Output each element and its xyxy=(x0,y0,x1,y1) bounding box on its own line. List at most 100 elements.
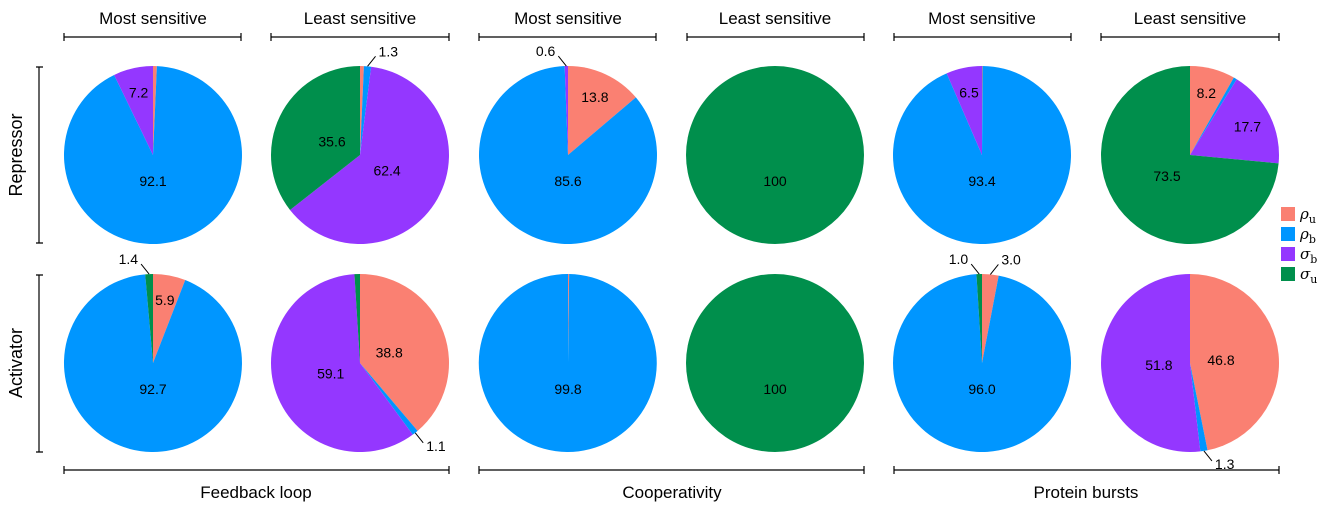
pie-slice xyxy=(153,66,157,155)
data-label: 8.2 xyxy=(1197,85,1217,101)
legend-label: σu xyxy=(1300,265,1317,286)
pie-slice xyxy=(114,66,153,155)
pies: 92.1 7.2 1.3 62.4 35.6 13.8 85.6 0.6 100 93.4 6.5 8… xyxy=(63,43,1280,472)
data-label: 35.6 xyxy=(318,133,345,149)
data-label: 1.1 xyxy=(426,438,446,454)
pie-slice xyxy=(976,274,982,363)
pie-slice xyxy=(354,274,360,363)
pie: 13.8 85.6 0.6 xyxy=(479,43,658,244)
leader-line xyxy=(140,263,150,275)
pie-slice xyxy=(893,274,1072,453)
row-label-repressor: Repressor xyxy=(6,113,26,196)
row-brackets xyxy=(36,66,43,453)
data-label: 92.1 xyxy=(139,173,166,189)
column-bracket xyxy=(478,33,657,41)
leader-line xyxy=(414,432,424,444)
column-header: Most sensitive xyxy=(514,9,622,28)
group-label-cooperativity: Cooperativity xyxy=(622,483,722,502)
pie-slice xyxy=(360,363,418,435)
data-label: 93.4 xyxy=(968,173,995,189)
group-bracket xyxy=(63,466,450,474)
group-bracket xyxy=(893,466,1280,474)
leader-line xyxy=(367,56,376,67)
leader-line xyxy=(970,263,980,275)
pie: 100 xyxy=(686,274,864,452)
pie-slice xyxy=(1190,274,1280,451)
group-label-feedback-loop: Feedback loop xyxy=(200,483,312,502)
data-label: 46.8 xyxy=(1207,352,1234,368)
pie-slice xyxy=(1101,66,1279,244)
pie-slice xyxy=(568,274,570,363)
legend-swatch xyxy=(1281,267,1295,281)
legend-swatch xyxy=(1281,207,1295,221)
data-label: 1.0 xyxy=(949,251,969,267)
legend-swatch xyxy=(1281,227,1295,241)
pie: 8.2 17.7 73.5 xyxy=(1101,66,1280,244)
pie-slice xyxy=(153,274,186,363)
pie-slice xyxy=(946,66,982,155)
leader-line xyxy=(1203,450,1213,462)
pie-slice xyxy=(1190,66,1234,155)
column-header: Most sensitive xyxy=(928,9,1036,28)
leader-line xyxy=(557,55,567,67)
pie-slice xyxy=(360,66,372,155)
pie: 1.3 62.4 35.6 xyxy=(270,43,449,244)
data-label: 85.6 xyxy=(554,173,581,189)
pie: 99.8 xyxy=(478,273,657,452)
pie-slice xyxy=(270,66,360,210)
column-header: Least sensitive xyxy=(304,9,416,28)
pie-slice xyxy=(63,66,242,245)
data-label: 38.8 xyxy=(376,344,403,360)
row-bracket xyxy=(36,274,43,453)
data-label: 5.9 xyxy=(155,292,175,308)
pie-slice xyxy=(1190,363,1208,452)
pie-slice xyxy=(63,274,242,452)
group-label-protein-bursts: Protein bursts xyxy=(1034,483,1139,502)
data-label: 6.5 xyxy=(959,84,979,100)
group-brackets xyxy=(63,466,1280,474)
data-label: 99.8 xyxy=(554,381,581,397)
data-label: 73.5 xyxy=(1153,168,1180,184)
pie-slice xyxy=(568,66,636,155)
pie-slice xyxy=(360,66,364,155)
pie-slice xyxy=(270,274,413,453)
data-label: 51.8 xyxy=(1145,357,1172,373)
column-bracket xyxy=(270,33,450,41)
pie-slice xyxy=(686,66,864,244)
data-label: 17.7 xyxy=(1234,118,1261,134)
column-bracket xyxy=(1100,33,1280,41)
pie-slice xyxy=(1101,274,1201,452)
column-headers: Most sensitive Least sensitive Most sens… xyxy=(99,9,1246,28)
data-label: 3.0 xyxy=(1001,251,1021,267)
data-label: 13.8 xyxy=(581,89,608,105)
pie-slice xyxy=(1190,79,1280,164)
data-label: 0.6 xyxy=(536,43,556,59)
data-label: 100 xyxy=(763,381,787,397)
pie: 3.0 96.0 1.0 xyxy=(893,251,1072,453)
pie-slice xyxy=(982,274,999,363)
column-brackets xyxy=(63,33,1280,41)
pie: 5.9 92.7 1.4 xyxy=(63,251,242,452)
column-bracket xyxy=(893,33,1072,41)
column-header: Least sensitive xyxy=(719,9,831,28)
data-label: 7.2 xyxy=(129,85,149,101)
pie-slice xyxy=(982,65,983,155)
legend-swatch xyxy=(1281,247,1295,261)
legend-label: σb xyxy=(1300,245,1317,266)
pie: 100 xyxy=(686,66,864,244)
pie: 93.4 6.5 xyxy=(893,65,1072,244)
leader-line xyxy=(989,264,999,275)
pie-slice xyxy=(564,65,568,155)
pie: 92.1 7.2 xyxy=(63,66,242,245)
column-header: Least sensitive xyxy=(1134,9,1246,28)
data-label: 96.0 xyxy=(968,381,995,397)
pie-slice xyxy=(893,66,1072,244)
pie: 38.8 1.1 59.1 xyxy=(270,274,450,454)
data-label: 100 xyxy=(763,173,787,189)
pie-slice xyxy=(1190,77,1237,155)
row-bracket xyxy=(36,66,43,244)
column-header: Most sensitive xyxy=(99,9,207,28)
data-label: 92.7 xyxy=(139,381,166,397)
column-bracket xyxy=(686,33,865,41)
